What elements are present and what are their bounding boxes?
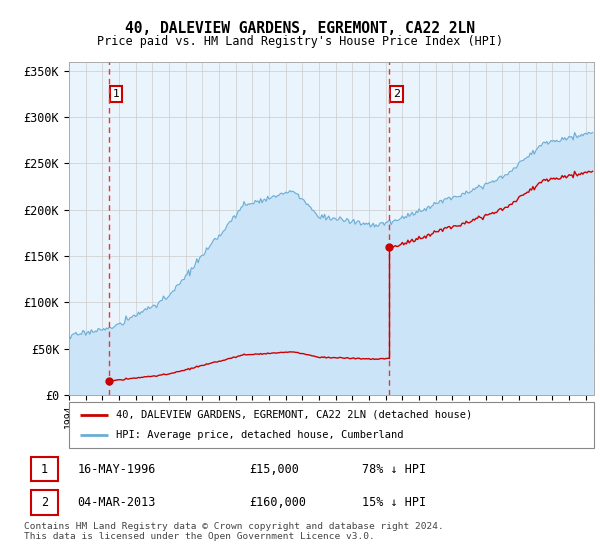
Text: 04-MAR-2013: 04-MAR-2013 xyxy=(77,496,156,509)
Text: 15% ↓ HPI: 15% ↓ HPI xyxy=(362,496,427,509)
FancyBboxPatch shape xyxy=(31,457,58,481)
Text: 16-MAY-1996: 16-MAY-1996 xyxy=(77,463,156,475)
Text: 40, DALEVIEW GARDENS, EGREMONT, CA22 2LN: 40, DALEVIEW GARDENS, EGREMONT, CA22 2LN xyxy=(125,21,475,36)
Text: 40, DALEVIEW GARDENS, EGREMONT, CA22 2LN (detached house): 40, DALEVIEW GARDENS, EGREMONT, CA22 2LN… xyxy=(116,410,473,420)
Text: 1: 1 xyxy=(41,463,48,475)
Text: Price paid vs. HM Land Registry's House Price Index (HPI): Price paid vs. HM Land Registry's House … xyxy=(97,35,503,48)
Text: 1: 1 xyxy=(113,89,119,99)
Text: 2: 2 xyxy=(392,89,400,99)
Text: Contains HM Land Registry data © Crown copyright and database right 2024.
This d: Contains HM Land Registry data © Crown c… xyxy=(24,522,444,542)
FancyBboxPatch shape xyxy=(69,402,594,448)
Text: 78% ↓ HPI: 78% ↓ HPI xyxy=(362,463,427,475)
Text: HPI: Average price, detached house, Cumberland: HPI: Average price, detached house, Cumb… xyxy=(116,430,404,440)
Bar xyxy=(69,62,89,395)
Text: 2: 2 xyxy=(41,496,48,509)
Text: £160,000: £160,000 xyxy=(250,496,307,509)
Text: £15,000: £15,000 xyxy=(250,463,299,475)
FancyBboxPatch shape xyxy=(31,491,58,515)
